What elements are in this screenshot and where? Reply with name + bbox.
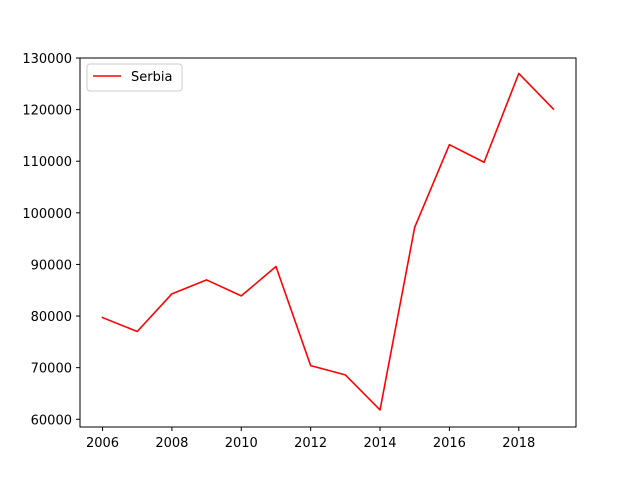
legend: Serbia	[86, 63, 183, 92]
y-tick-label: 130000	[22, 52, 72, 67]
legend-box	[86, 63, 183, 92]
x-tick-label: 2010	[225, 436, 258, 451]
y-tick-label: 100000	[22, 207, 72, 222]
x-axis: 2006 2008 2010 2012 2014 2016 2018	[86, 427, 535, 451]
y-tick-label: 60000	[31, 413, 72, 428]
plot-frame	[79, 57, 577, 428]
legend-label-serbia: Serbia	[131, 70, 172, 85]
x-tick-label: 2018	[502, 436, 535, 451]
x-tick-label: 2016	[433, 436, 466, 451]
x-tick-label: 2014	[363, 436, 396, 451]
y-tick-label: 90000	[31, 258, 72, 273]
series-line-serbia	[101, 72, 555, 411]
y-tick-label: 70000	[31, 362, 72, 377]
x-tick-label: 2008	[155, 436, 188, 451]
y-tick-label: 120000	[22, 104, 72, 119]
y-tick-label: 110000	[22, 155, 72, 170]
x-tick-label: 2006	[86, 436, 119, 451]
y-axis: 60000 70000 80000 90000 100000 110000 120000 13…	[22, 52, 80, 428]
x-tick-label: 2012	[294, 436, 327, 451]
plot-area	[80, 58, 576, 427]
y-tick-label: 80000	[31, 310, 72, 325]
series-layer	[101, 72, 555, 411]
